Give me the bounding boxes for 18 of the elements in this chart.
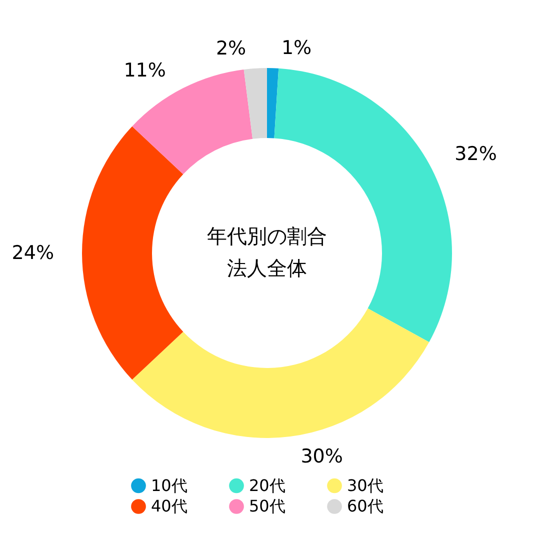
donut-slice bbox=[82, 126, 184, 380]
legend-label: 30代 bbox=[347, 476, 384, 495]
legend-label: 50代 bbox=[249, 496, 286, 516]
text: 法人全体 bbox=[227, 256, 307, 280]
donut-slice bbox=[244, 68, 267, 139]
data-label: 2% bbox=[216, 37, 246, 60]
legend-label: 60代 bbox=[347, 496, 384, 516]
donut-slice bbox=[132, 308, 430, 438]
legend-label: 40代 bbox=[151, 496, 188, 516]
text: 年代別の割合 bbox=[207, 224, 327, 248]
legend-label: 20代 bbox=[249, 476, 286, 495]
legend-label: 10代 bbox=[151, 476, 188, 495]
donut-slice bbox=[267, 68, 279, 138]
data-label: 32% bbox=[454, 143, 497, 166]
data-label: 30% bbox=[300, 445, 343, 468]
data-label: 11% bbox=[124, 59, 166, 82]
data-label: 1% bbox=[281, 37, 312, 60]
data-label: 24% bbox=[12, 242, 54, 264]
